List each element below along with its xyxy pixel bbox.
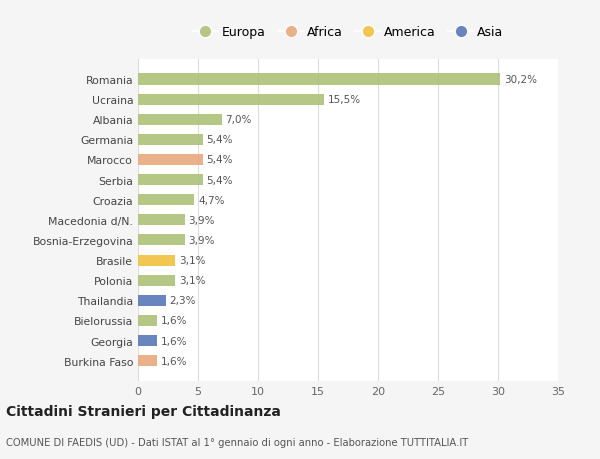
Bar (138, 335, 157, 346)
Bar (138, 315, 157, 326)
Bar (138, 74, 500, 85)
Text: 1,6%: 1,6% (161, 336, 187, 346)
Text: 3,1%: 3,1% (179, 256, 205, 265)
Text: 3,9%: 3,9% (188, 235, 215, 246)
Text: COMUNE DI FAEDIS (UD) - Dati ISTAT al 1° gennaio di ogni anno - Elaborazione TUT: COMUNE DI FAEDIS (UD) - Dati ISTAT al 1°… (6, 437, 468, 447)
Text: 1,6%: 1,6% (161, 316, 187, 326)
Text: 3,9%: 3,9% (188, 215, 215, 225)
Text: 7,0%: 7,0% (226, 115, 252, 125)
Bar (138, 155, 203, 166)
Bar (138, 95, 324, 106)
Bar (138, 215, 185, 226)
Text: 15,5%: 15,5% (328, 95, 361, 105)
Bar (138, 174, 203, 186)
Bar (138, 195, 194, 206)
Text: 30,2%: 30,2% (504, 75, 537, 85)
Text: 5,4%: 5,4% (206, 155, 233, 165)
Bar (138, 275, 175, 286)
Text: 2,3%: 2,3% (169, 296, 196, 306)
Bar (138, 134, 203, 146)
Bar (138, 355, 157, 366)
Text: 1,6%: 1,6% (161, 356, 187, 366)
Legend: Europa, Africa, America, Asia: Europa, Africa, America, Asia (188, 21, 508, 44)
Bar (138, 295, 166, 306)
Text: 4,7%: 4,7% (198, 195, 224, 205)
Bar (138, 255, 175, 266)
Text: 3,1%: 3,1% (179, 275, 205, 285)
Bar (138, 235, 185, 246)
Text: 5,4%: 5,4% (206, 175, 233, 185)
Text: 5,4%: 5,4% (206, 135, 233, 145)
Bar (138, 114, 222, 125)
Text: Cittadini Stranieri per Cittadinanza: Cittadini Stranieri per Cittadinanza (6, 404, 281, 419)
